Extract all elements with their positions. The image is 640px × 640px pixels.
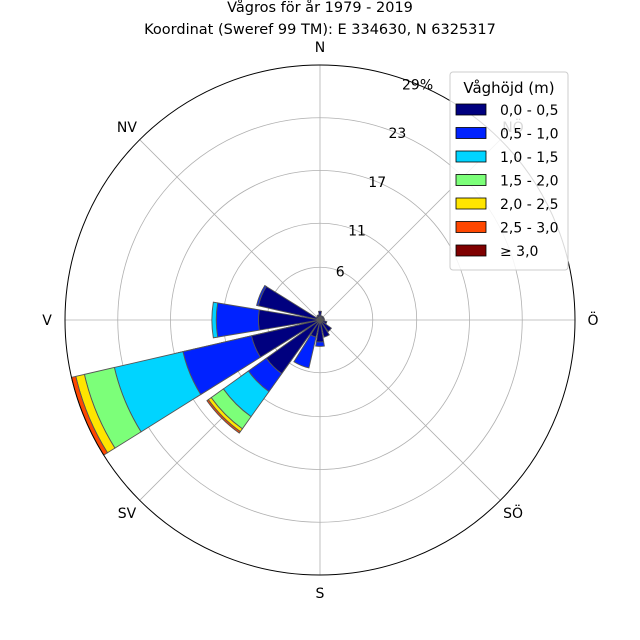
rose-bar-segment xyxy=(256,284,267,307)
direction-label: N xyxy=(315,40,325,56)
rose-bar-segment xyxy=(318,310,322,321)
direction-label: Ö xyxy=(587,311,598,329)
rose-bar-segment xyxy=(316,314,321,321)
radial-tick-label: 6 xyxy=(336,264,345,280)
legend-label: ≥ 3,0 xyxy=(500,244,538,260)
legend-label: 1,5 - 2,0 xyxy=(500,174,558,190)
rose-bar-segment xyxy=(211,301,219,339)
legend-swatch xyxy=(455,150,487,163)
legend: Våghöjd (m) 0,0 - 0,5 0,5 - 1,0 1,0 - 1,5 1… xyxy=(449,71,569,271)
direction-label: NV xyxy=(117,120,137,136)
polar-frame xyxy=(64,64,576,576)
legend-items: 0,0 - 0,5 0,5 - 1,0 1,0 - 1,5 1,5 - 2,0 2,0 … xyxy=(455,103,558,260)
legend-swatch xyxy=(455,103,487,116)
legend-swatch xyxy=(455,221,487,233)
direction-label: SÖ xyxy=(503,504,523,522)
legend-label: 1,0 - 1,5 xyxy=(500,150,558,166)
legend-swatch xyxy=(455,244,487,257)
direction-label: S xyxy=(316,586,325,602)
legend-box xyxy=(449,71,569,271)
rose-bar-segment xyxy=(319,319,333,333)
rose-bars xyxy=(70,284,333,456)
grid-spoke xyxy=(319,319,501,501)
legend-swatch xyxy=(455,127,487,139)
grid-spoke xyxy=(139,139,321,321)
polar-grid xyxy=(65,65,575,575)
radial-tick-label: 17 xyxy=(368,175,386,191)
legend-label: 0,0 - 0,5 xyxy=(500,103,558,119)
legend-label: 2,5 - 3,0 xyxy=(500,221,558,237)
rose-bar-segment xyxy=(315,341,325,347)
legend-swatch xyxy=(455,174,487,186)
rose-bar-segment xyxy=(293,334,317,369)
radial-tick-label: 29% xyxy=(402,77,433,93)
legend-title: Våghöjd (m) xyxy=(463,79,554,97)
legend-label: 2,0 - 2,5 xyxy=(500,197,558,213)
rose-bar-segment xyxy=(206,399,241,434)
radial-tick-label: 11 xyxy=(348,224,366,240)
legend-label: 0,5 - 1,0 xyxy=(500,127,558,143)
legend-swatch xyxy=(455,197,487,210)
chart-subtitle: Koordinat (Sweref 99 TM): E 334630, N 63… xyxy=(144,22,496,38)
chart-title: Vågros för år 1979 - 2019 xyxy=(227,0,413,16)
radial-tick-label: 23 xyxy=(388,126,406,142)
rose-bar-segment xyxy=(319,319,330,338)
radial-tick-labels: 6 11 17 23 29% xyxy=(336,77,433,280)
direction-label: SV xyxy=(118,506,137,522)
rose-bar-segment xyxy=(215,302,260,338)
direction-label: V xyxy=(42,313,52,329)
